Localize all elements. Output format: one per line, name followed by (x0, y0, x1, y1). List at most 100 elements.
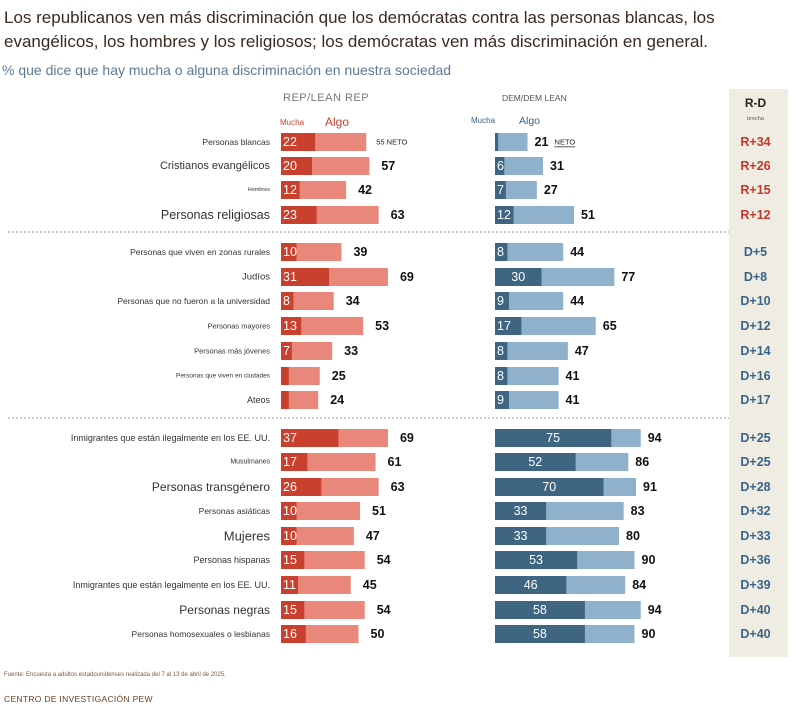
gap-value: D+28 (740, 480, 770, 494)
dem-group-header: DEM/DEM LEAN (502, 93, 567, 103)
rep-much-label: 22 (283, 135, 297, 149)
dem-net-label: 94 (648, 603, 662, 617)
dem-much-label: 8 (497, 344, 504, 358)
dem-net-label: 65 (603, 319, 617, 333)
dem-much-label: 7 (497, 183, 504, 197)
row-label: Personas negras (179, 603, 270, 617)
rep-much-bar (281, 342, 292, 360)
rep-much-label: 12 (283, 183, 297, 197)
dem-much-label: 33 (514, 504, 528, 518)
row-label: Ateos (247, 395, 271, 405)
dem-net-label: 27 (544, 183, 558, 197)
gap-value: D+40 (740, 627, 770, 641)
rep-much-bar (281, 317, 302, 335)
rep-much-label: 15 (283, 553, 297, 567)
row-label: Mujeres (224, 529, 271, 544)
dem-much-label: 33 (514, 529, 528, 543)
gap-subheader: brecha (747, 116, 765, 122)
rep-much-label: 15 (283, 603, 297, 617)
rep-net-label: 39 (353, 245, 367, 259)
rep-net-label: 57 (381, 159, 395, 173)
gap-value: D+10 (740, 294, 770, 308)
rep-net-label: 33 (344, 344, 358, 358)
rep-much-bar (281, 292, 294, 310)
rep-legend-much: Mucha (280, 118, 305, 127)
dem-much-label: 58 (533, 603, 547, 617)
dem-much-bar (495, 601, 585, 619)
dem-some-bar (495, 133, 528, 151)
dem-much-bar (495, 157, 505, 175)
gap-value: R+12 (740, 208, 770, 222)
dem-much-bar (495, 478, 604, 496)
dem-much-label: 30 (511, 270, 525, 284)
dem-net-label: 21 (535, 135, 549, 149)
dem-net-label: 90 (642, 627, 656, 641)
dem-legend-some: Algo (519, 115, 540, 127)
gap-value: D+12 (740, 319, 770, 333)
source-note: Fuente: Encuesta a adultos estadounidens… (4, 672, 226, 678)
rep-much-label: 26 (283, 480, 297, 494)
dem-net-label: 77 (621, 270, 635, 284)
rep-some-bar (281, 317, 364, 335)
gap-value: D+40 (740, 603, 770, 617)
dem-much-bar (495, 243, 508, 261)
rep-net-label: 54 (377, 603, 391, 617)
rep-some-bar (281, 292, 334, 310)
gap-value: D+33 (740, 529, 770, 543)
dem-much-label: 46 (524, 578, 538, 592)
gap-value: D+32 (740, 504, 770, 518)
rep-some-bar (281, 576, 351, 594)
rep-much-label: 10 (283, 529, 297, 543)
rep-net-label: 25 (332, 369, 346, 383)
dem-net-label: 41 (566, 369, 580, 383)
rep-much-label: 10 (283, 245, 297, 259)
dem-some-bar (495, 243, 564, 261)
dem-much-label: 12 (497, 208, 511, 222)
rep-some-bar (281, 527, 354, 545)
dem-some-bar (495, 391, 559, 409)
row-label: Personas blancas (202, 137, 270, 147)
dem-much-label: 9 (497, 294, 504, 308)
rep-net-label: 42 (358, 183, 372, 197)
dem-much-bar (495, 206, 514, 224)
rep-much-bar (281, 268, 330, 286)
row-label: Cristianos evangélicos (160, 160, 271, 172)
rep-much-label: 8 (283, 294, 290, 308)
rep-net-label: 54 (377, 553, 391, 567)
rep-some-bar (281, 502, 361, 520)
rep-much-bar (281, 181, 300, 199)
rep-much-label: 37 (283, 431, 297, 445)
rep-net-label: 50 (371, 627, 385, 641)
rep-net-label: 24 (330, 393, 344, 407)
rep-net-label: 47 (366, 529, 380, 543)
rep-net-label: 55 NETO (376, 138, 407, 147)
row-label: Inmigrantes que están legalmente en los … (73, 580, 270, 590)
dem-net-label: 41 (566, 393, 580, 407)
rep-net-label: 63 (391, 480, 405, 494)
dem-some-bar (495, 206, 575, 224)
dem-much-label: 17 (497, 319, 511, 333)
dem-net-label: 80 (626, 529, 640, 543)
row-label: Personas transgénero (152, 480, 270, 494)
rep-much-bar (281, 157, 312, 175)
rep-much-bar (281, 601, 305, 619)
dem-much-label: 53 (529, 553, 543, 567)
rep-much-label: 10 (283, 504, 297, 518)
row-label: Personas hispanas (193, 555, 270, 565)
gap-value: D+5 (744, 245, 767, 259)
dem-much-bar (495, 292, 509, 310)
chart-title: Los republicanos ven más discriminación … (4, 8, 715, 51)
row-label: Personas asiáticas (199, 506, 270, 516)
dem-legend-much: Mucha (471, 116, 496, 125)
rep-net-label: 69 (400, 270, 414, 284)
row-label: Inmigrantes que están ilegalmente en los… (71, 433, 270, 443)
dem-some-bar (495, 292, 564, 310)
rep-much-label: 13 (283, 319, 297, 333)
dem-net-label: 91 (643, 480, 657, 494)
dem-much-bar (495, 576, 567, 594)
row-label: Personas más jóvenes (194, 347, 270, 356)
gap-column-panel (729, 89, 788, 657)
dem-much-label: 70 (542, 480, 556, 494)
rep-much-bar (281, 576, 299, 594)
